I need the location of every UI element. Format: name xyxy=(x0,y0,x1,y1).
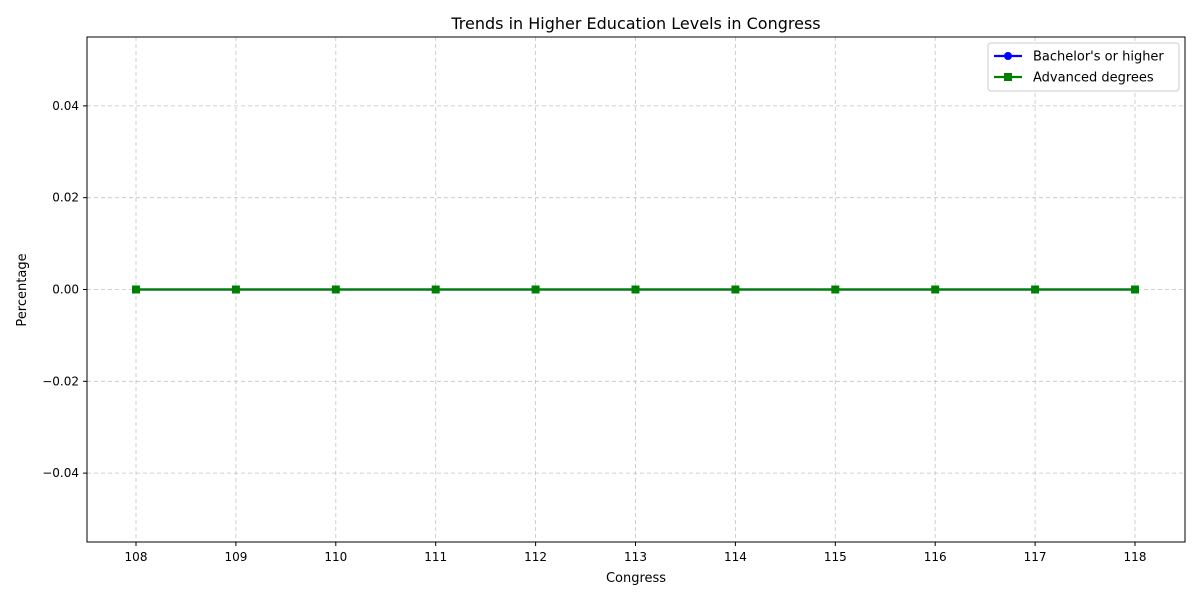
x-tick-label: 109 xyxy=(224,550,247,564)
legend-marker xyxy=(1004,73,1012,81)
legend: Bachelor's or higher Advanced degrees xyxy=(987,42,1180,92)
legend-label: Bachelor's or higher xyxy=(1033,50,1164,65)
x-tick-label: 112 xyxy=(524,550,547,564)
x-tick-label: 108 xyxy=(125,550,148,564)
y-tick-label: 0.02 xyxy=(52,191,79,205)
x-tick-label: 115 xyxy=(824,550,847,564)
data-point xyxy=(831,285,840,294)
x-tick-label: 110 xyxy=(324,550,347,564)
data-point xyxy=(132,285,140,294)
x-axis: 108 109 110 111 112 113 114 115 116 117 118 xyxy=(125,542,1147,564)
x-tick-label: 113 xyxy=(624,550,647,564)
chart-title: Trends in Higher Education Levels in Con… xyxy=(450,14,820,33)
legend-item: Bachelor's or higher xyxy=(994,50,1164,65)
series-lines xyxy=(132,285,1139,294)
legend-item: Advanced degrees xyxy=(994,71,1154,86)
legend-box xyxy=(987,42,1180,92)
x-tick-label: 117 xyxy=(1024,550,1047,564)
y-axis: −0.04 −0.02 0.00 0.02 0.04 xyxy=(42,99,87,480)
x-tick-label: 118 xyxy=(1124,550,1147,564)
y-tick-label: 0.00 xyxy=(52,283,79,297)
data-point xyxy=(1031,285,1040,294)
legend-label: Advanced degrees xyxy=(1033,71,1154,86)
y-tick-label: −0.04 xyxy=(42,466,79,480)
data-point xyxy=(631,285,640,294)
x-tick-label: 111 xyxy=(424,550,447,564)
data-point xyxy=(431,285,440,294)
x-tick-label: 116 xyxy=(924,550,947,564)
data-point xyxy=(931,285,940,294)
data-point xyxy=(331,285,340,294)
data-point xyxy=(1131,285,1139,294)
series-group xyxy=(132,285,1139,294)
x-axis-label: Congress xyxy=(606,571,666,586)
x-tick-label: 114 xyxy=(724,550,747,564)
data-point xyxy=(731,285,740,294)
y-tick-label: 0.04 xyxy=(52,99,79,113)
data-point xyxy=(231,285,240,294)
y-tick-label: −0.02 xyxy=(42,374,79,388)
data-point xyxy=(531,285,540,294)
y-axis-label: Percentage xyxy=(15,253,30,326)
legend-marker xyxy=(1004,52,1012,60)
